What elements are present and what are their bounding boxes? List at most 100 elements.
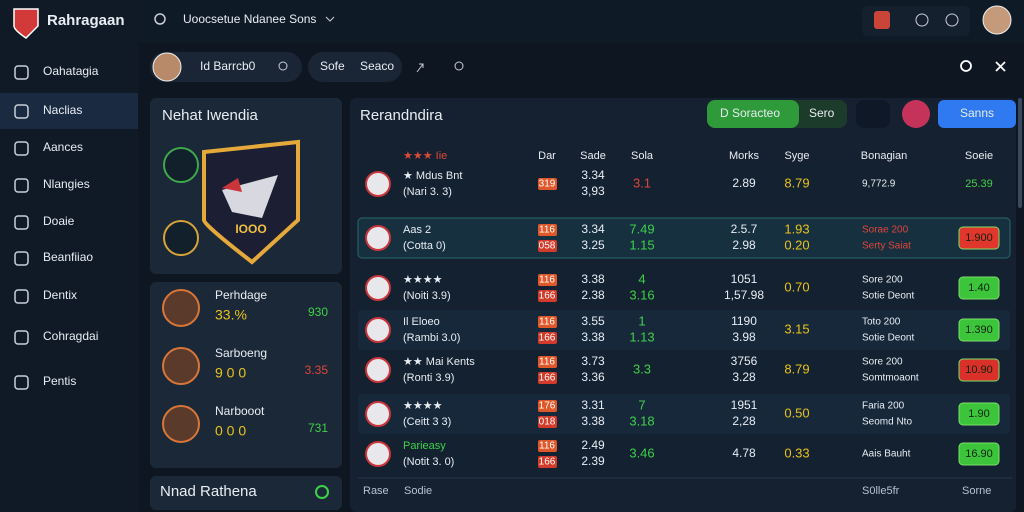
odd-cell: 166 — [539, 333, 556, 344]
column-header[interactable]: Sade — [580, 150, 606, 162]
player-value: 33.% — [215, 307, 247, 323]
v2-cell: 7.49 — [629, 221, 654, 236]
nav-icon[interactable] — [14, 375, 29, 390]
clock-icon[interactable] — [945, 13, 959, 27]
nav-icon[interactable] — [14, 65, 29, 80]
badge[interactable] — [958, 358, 1000, 382]
table-row[interactable] — [357, 217, 1011, 259]
nav-icon[interactable] — [14, 289, 29, 304]
badge[interactable] — [959, 173, 999, 195]
player-avatar[interactable] — [162, 347, 200, 385]
button-label[interactable]: D Soracteo — [720, 106, 780, 120]
column-header[interactable]: Sola — [631, 150, 654, 162]
player-value: 0 0 0 — [215, 423, 246, 439]
user-pill[interactable] — [150, 52, 302, 82]
icon-button[interactable] — [902, 100, 930, 128]
team-icon[interactable] — [163, 147, 199, 183]
v2-cell: 3.16 — [629, 287, 654, 302]
search-icon[interactable] — [278, 61, 288, 71]
player-name[interactable]: Perhdage — [215, 288, 267, 302]
odd-cell: 176 — [539, 401, 556, 412]
column-header[interactable]: Syge — [784, 150, 809, 162]
team-sub: (Ceitt 3 3) — [403, 416, 451, 428]
search-icon[interactable] — [960, 60, 972, 72]
badge-label[interactable]: 1.390 — [965, 324, 993, 336]
badge-label[interactable]: 1.40 — [968, 282, 989, 294]
v1-cell: 3.38 — [581, 272, 605, 286]
nav-icon[interactable] — [14, 215, 29, 230]
nav-item[interactable]: Cohragdai — [43, 329, 98, 343]
table-row[interactable] — [358, 434, 1010, 474]
team-name: Parieasy — [403, 440, 446, 452]
nav-icon[interactable] — [14, 251, 29, 266]
player-avatar[interactable] — [162, 405, 200, 443]
table-row[interactable] — [358, 164, 1010, 204]
v3-cell: 2,28 — [732, 414, 756, 428]
chat-icon[interactable] — [915, 13, 929, 27]
badge[interactable] — [958, 226, 1000, 250]
arrow-icon[interactable] — [416, 63, 424, 73]
v2-cell: 3.3 — [633, 361, 651, 376]
avatar[interactable] — [982, 5, 1012, 35]
odd-cell: 116 — [539, 317, 555, 328]
team-name: Il Eloeo — [403, 316, 440, 328]
v1-cell: 2.38 — [581, 288, 605, 302]
nav-item[interactable]: Aances — [43, 140, 83, 154]
badge-label[interactable]: 25.39 — [965, 178, 993, 190]
odd-cell: 166 — [539, 291, 556, 302]
player-avatar[interactable] — [162, 289, 200, 327]
badge-label[interactable]: 1.90 — [968, 408, 989, 420]
nav-icon[interactable] — [14, 330, 29, 345]
nav-item[interactable]: Beanfiiao — [43, 250, 93, 264]
chevron[interactable] — [325, 16, 335, 22]
column-header[interactable]: Morks — [729, 150, 759, 162]
icon-button[interactable] — [856, 100, 890, 128]
column-header[interactable]: Bonagian — [861, 150, 908, 162]
badge[interactable] — [958, 276, 1000, 300]
badge[interactable] — [958, 318, 1000, 342]
nav-icon[interactable] — [14, 178, 29, 193]
search-text[interactable]: Uoocsetue Ndanee Sons — [183, 12, 316, 26]
badge[interactable] — [958, 442, 1000, 466]
tab[interactable]: Seaco — [360, 59, 394, 73]
table-row[interactable] — [358, 394, 1010, 434]
column-header[interactable]: Dar — [538, 150, 556, 162]
tab[interactable]: Sofe — [320, 59, 345, 73]
v3-cell: 4.78 — [732, 446, 756, 460]
team-icon[interactable] — [163, 220, 199, 256]
nav-item[interactable]: Doaie — [43, 214, 75, 228]
nav-item[interactable]: Dentix — [43, 288, 77, 302]
search-icon[interactable] — [154, 13, 166, 25]
button-label[interactable]: Sanns — [960, 106, 994, 120]
v1-cell: 3.34 — [581, 168, 605, 182]
search-icon[interactable] — [454, 61, 464, 71]
column-header[interactable]: Soeie — [965, 150, 993, 162]
player-name[interactable]: Narbooot — [215, 404, 265, 418]
close-icon[interactable] — [995, 61, 1006, 72]
blue-button[interactable] — [938, 100, 1016, 128]
table-row[interactable] — [358, 350, 1010, 390]
sidebar — [0, 0, 138, 512]
user-name[interactable]: Id Barrcb0 — [200, 59, 256, 73]
primary-button[interactable] — [707, 100, 799, 128]
nav-icon[interactable] — [14, 104, 29, 119]
badge-label[interactable]: 1.900 — [965, 232, 993, 244]
nav-icon[interactable] — [14, 141, 29, 156]
table-row[interactable] — [358, 310, 1010, 350]
nav-item[interactable]: Pentis — [43, 374, 76, 388]
odd-box — [538, 440, 557, 452]
team-sub: (Nari 3. 3) — [403, 186, 452, 198]
badge-label[interactable]: 16.90 — [965, 448, 993, 460]
table-row[interactable] — [358, 268, 1010, 308]
bottom-card — [150, 476, 342, 510]
player-name[interactable]: Sarboeng — [215, 346, 267, 360]
nav-item[interactable]: Naclias — [43, 103, 82, 117]
nav-item[interactable]: Nlangies — [43, 177, 90, 191]
refresh-icon[interactable] — [315, 485, 329, 499]
badge-icon[interactable] — [874, 11, 890, 29]
badge-label[interactable]: 10.90 — [965, 364, 993, 376]
button-label[interactable]: Sero — [809, 106, 835, 120]
badge[interactable] — [958, 402, 1000, 426]
odd-cell: 018 — [539, 417, 556, 428]
nav-item[interactable]: Oahatagia — [43, 64, 99, 78]
